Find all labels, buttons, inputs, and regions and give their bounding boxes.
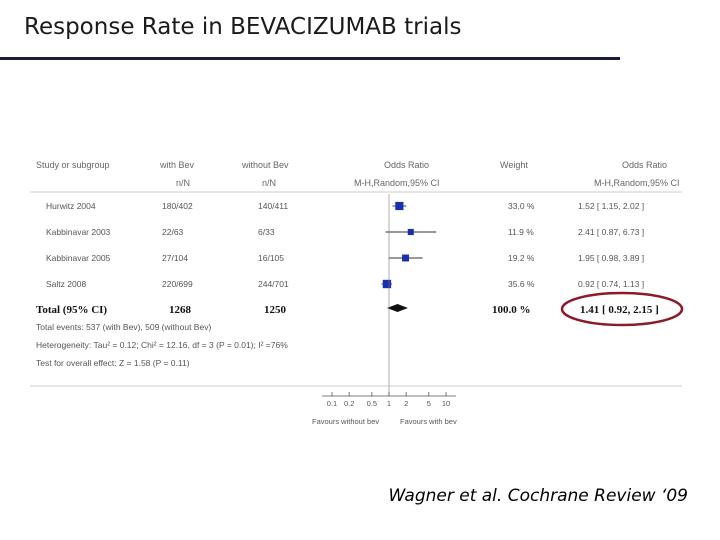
study-rows: Hurwitz 2004 180/402 140/411 33.0 % 1.52 [ 1… xyxy=(46,201,644,289)
footnote-overall-effect: Test for overall effect: Z = 1.58 (P = 0… xyxy=(36,358,190,368)
header-study: Study or subgroup xyxy=(36,160,110,170)
tick-label: 5 xyxy=(427,399,431,408)
citation: Wagner et al. Cochrane Review ‘09 xyxy=(388,486,688,506)
study-weight: 35.6 % xyxy=(508,279,535,289)
study-ci-text: 0.92 [ 0.74, 1.13 ] xyxy=(578,279,644,289)
tick-label: 1 xyxy=(387,399,391,408)
total-ci-text: 1.41 [ 0.92, 2.15 ] xyxy=(580,304,659,316)
study-ci-text: 2.41 [ 0.87, 6.73 ] xyxy=(578,227,644,237)
study-weight: 11.9 % xyxy=(508,227,534,237)
study-with: 180/402 xyxy=(162,201,193,211)
tick-label: 2 xyxy=(404,399,408,408)
study-name: Saltz 2008 xyxy=(46,279,86,289)
tick-label: 0.2 xyxy=(344,399,354,408)
study-name: Kabbinavar 2005 xyxy=(46,253,111,263)
x-axis-ticks: 0.1 0.2 0.5 1 2 5 10 xyxy=(327,392,450,408)
tick-label: 0.5 xyxy=(367,399,377,408)
header-with: with Bev xyxy=(159,160,195,170)
tick-label: 10 xyxy=(442,399,450,408)
study-with: 220/699 xyxy=(162,279,193,289)
favours-left-label: Favours without bev xyxy=(312,417,379,426)
header-or-plot: Odds Ratio xyxy=(384,160,429,170)
study-weight: 19.2 % xyxy=(508,253,535,263)
forest-marks xyxy=(381,194,437,396)
total-diamond xyxy=(386,304,408,312)
study-without: 16/105 xyxy=(258,253,284,263)
study-weight: 33.0 % xyxy=(508,201,535,211)
header-or-text-sub: M-H,Random,95% CI xyxy=(594,178,680,188)
total-with: 1268 xyxy=(169,304,192,316)
study-name: Hurwitz 2004 xyxy=(46,201,96,211)
study-ci-text: 1.95 [ 0.98, 3.89 ] xyxy=(578,253,644,263)
favours-right-label: Favours with bev xyxy=(400,417,457,426)
study-without: 6/33 xyxy=(258,227,275,237)
highlight-ellipse xyxy=(560,291,684,327)
point-estimate-square xyxy=(395,201,404,211)
study-with: 27/104 xyxy=(162,253,188,263)
header-without-sub: n/N xyxy=(262,178,276,188)
footnote-heterogeneity: Heterogeneity: Tau² = 0.12; Chi² = 12.16… xyxy=(36,340,288,350)
title-rule xyxy=(0,57,620,60)
tick-label: 0.1 xyxy=(327,399,337,408)
point-estimate-square xyxy=(407,228,414,236)
header-without: without Bev xyxy=(241,160,289,170)
header-or-text: Odds Ratio xyxy=(622,160,667,170)
study-without: 244/701 xyxy=(258,279,289,289)
header-or-plot-sub: M-H,Random,95% CI xyxy=(354,178,440,188)
point-estimate-square xyxy=(382,279,392,289)
footnote-events: Total events: 537 (with Bev), 509 (witho… xyxy=(36,322,211,332)
point-estimate-square xyxy=(402,254,410,262)
header-weight: Weight xyxy=(500,160,528,170)
slide-title: Response Rate in BEVACIZUMAB trials xyxy=(24,14,462,40)
total-label: Total (95% CI) xyxy=(36,304,107,316)
study-without: 140/411 xyxy=(258,201,288,211)
header-with-sub: n/N xyxy=(176,178,190,188)
study-with: 22/63 xyxy=(162,227,184,237)
study-ci-text: 1.52 [ 1.15, 2.02 ] xyxy=(578,201,644,211)
total-weight: 100.0 % xyxy=(492,304,531,316)
total-without: 1250 xyxy=(264,304,287,316)
study-name: Kabbinavar 2003 xyxy=(46,227,111,237)
